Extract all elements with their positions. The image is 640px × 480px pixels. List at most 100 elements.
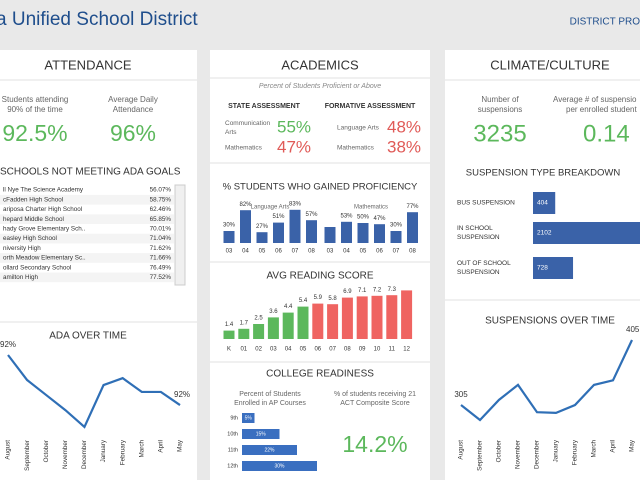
assessment-label: Language Arts <box>337 125 380 132</box>
y-tick-label: 10th <box>227 431 238 437</box>
x-tick-label: March <box>138 440 145 458</box>
x-tick-label: 04 <box>242 249 249 255</box>
bar <box>533 257 574 279</box>
chart-title: SUSPENSIONS OVER TIME <box>485 316 615 327</box>
y-tick-label: OUT OF SCHOOL <box>457 260 511 267</box>
x-tick-label: 03 <box>270 347 277 353</box>
academics-panel <box>210 50 430 480</box>
bar <box>267 317 279 339</box>
kpi-label: Students attending <box>2 95 69 104</box>
nav-link[interactable]: DISTRICT PRO <box>570 17 640 28</box>
bar <box>341 221 352 243</box>
school-name: cFadden High School <box>3 196 63 203</box>
data-label: 5.8 <box>328 296 337 302</box>
assessment-value: 38% <box>387 137 421 156</box>
chart-title: SUSPENSION TYPE BREAKDOWN <box>466 168 621 179</box>
assessment-label: Arts <box>225 129 237 136</box>
data-label: 77% <box>406 204 419 210</box>
row-bg <box>0 253 174 263</box>
data-label: 53% <box>340 213 353 219</box>
data-label: 728 <box>537 265 548 272</box>
section-title: SCHOOLS NOT MEETING ADA GOALS <box>0 167 181 178</box>
data-label: 2102 <box>537 230 552 237</box>
school-name: easley High School <box>3 235 57 242</box>
data-label: 404 <box>537 200 548 207</box>
school-ada: 71.04% <box>150 235 172 242</box>
school-name: amilton High <box>3 274 38 281</box>
chart-title: AVG READING SCORE <box>266 271 373 282</box>
assessment-label: Mathematics <box>337 145 375 152</box>
school-ada: 62.46% <box>150 206 172 213</box>
y-tick-label: 9th <box>230 415 238 421</box>
bar <box>242 429 280 439</box>
kpi-label: % of students receiving 21 <box>334 391 416 398</box>
x-tick-label: 06 <box>314 347 321 353</box>
chart-title: ADA OVER TIME <box>49 331 127 342</box>
data-label: 47% <box>373 216 386 222</box>
x-tick-label: December <box>81 440 88 469</box>
x-tick-label: February <box>119 439 126 465</box>
data-label: 57% <box>305 212 318 218</box>
x-tick-label: August <box>5 440 12 460</box>
data-label: 6.9 <box>343 289 352 295</box>
x-tick-label: 12 <box>403 347 410 353</box>
chart-title: % STUDENTS WHO GAINED PROFICIENCY <box>223 182 418 193</box>
data-label: 4.4 <box>284 304 293 310</box>
data-label: 30% <box>274 463 285 469</box>
x-tick-label: 06 <box>275 249 282 255</box>
y-tick-label: 12th <box>227 463 238 469</box>
assessment-value: 48% <box>387 117 421 136</box>
x-tick-label: 03 <box>226 249 233 255</box>
kpi-label: Number of <box>481 95 519 104</box>
x-tick-label: September <box>24 440 31 471</box>
data-label: 30% <box>223 223 236 229</box>
row-bg <box>0 214 174 224</box>
bar <box>374 224 385 243</box>
data-label: 82% <box>239 202 252 208</box>
data-label: 30% <box>390 223 403 229</box>
x-tick-label: May <box>177 439 184 452</box>
x-tick-label: 01 <box>240 347 247 353</box>
data-label: 1.4 <box>225 322 234 328</box>
x-tick-label: November <box>515 440 522 469</box>
bar <box>341 297 353 339</box>
bar <box>297 306 309 339</box>
bar <box>273 222 284 243</box>
kpi-value: 96% <box>110 120 156 146</box>
x-tick-label: May <box>629 439 636 452</box>
x-tick-label: August <box>458 440 465 460</box>
bar <box>240 210 251 243</box>
data-label: 7.2 <box>373 287 382 293</box>
x-tick-label: 09 <box>359 347 366 353</box>
data-label: 5.9 <box>314 295 323 301</box>
x-tick-label: December <box>534 440 541 469</box>
x-tick-label: 04 <box>343 249 350 255</box>
school-ada: 58.75% <box>150 196 172 203</box>
data-label: 92% <box>174 390 190 399</box>
bar <box>401 290 413 339</box>
x-tick-label: January <box>553 439 560 462</box>
x-tick-label: 07 <box>329 347 336 353</box>
data-label: 7.1 <box>358 288 367 294</box>
data-label: 92% <box>0 340 16 349</box>
bar <box>386 295 398 339</box>
panel-title: CLIMATE/CULTURE <box>490 57 610 72</box>
school-name: ll Nye The Science Academy <box>3 187 84 194</box>
bar <box>223 231 235 243</box>
assessment-value: 47% <box>277 137 311 156</box>
district-title: a Unified School District <box>0 9 198 30</box>
chart-title: Enrolled in AP Courses <box>234 400 306 407</box>
school-ada: 76.49% <box>150 264 172 271</box>
x-tick-label: 04 <box>285 347 292 353</box>
x-tick-label: 05 <box>300 347 307 353</box>
data-label: 405 <box>626 325 640 334</box>
bar <box>238 328 250 339</box>
bar <box>357 223 369 243</box>
row-bg <box>0 233 174 244</box>
school-name: orth Meadow Elementary Sc.. <box>3 255 86 262</box>
x-tick-label: 08 <box>409 249 416 255</box>
school-name: ollard Secondary School <box>3 264 71 271</box>
section-title: COLLEGE READINESS <box>266 369 374 380</box>
chart-title: Percent of Students <box>239 391 301 398</box>
